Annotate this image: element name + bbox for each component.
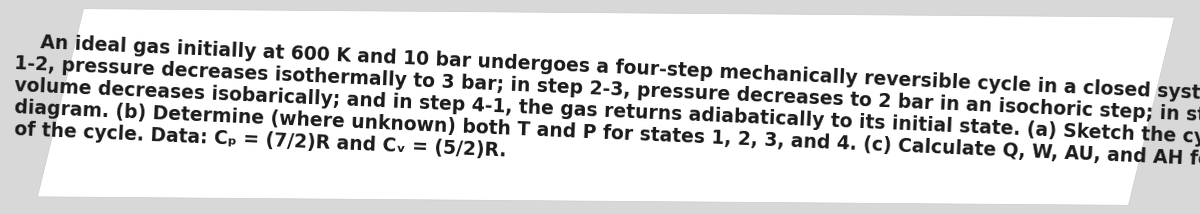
Polygon shape bbox=[37, 9, 1175, 205]
Text: of the cycle. Data: Cₚ = (7/2)R and Cᵥ = (5/2)R.: of the cycle. Data: Cₚ = (7/2)R and Cᵥ =… bbox=[13, 120, 506, 160]
Text: diagram. (b) Determine (where unknown) both T and P for states 1, 2, 3, and 4. (: diagram. (b) Determine (where unknown) b… bbox=[13, 98, 1200, 174]
Text: volume decreases isobarically; and in step 4-1, the gas returns adiabatically to: volume decreases isobarically; and in st… bbox=[13, 76, 1200, 152]
Text: 1-2, pressure decreases isothermally to 3 bar; in step 2-3, pressure decreases t: 1-2, pressure decreases isothermally to … bbox=[13, 54, 1200, 128]
Text: An ideal gas initially at 600 K and 10 bar undergoes a four-step mechanically re: An ideal gas initially at 600 K and 10 b… bbox=[13, 32, 1200, 108]
